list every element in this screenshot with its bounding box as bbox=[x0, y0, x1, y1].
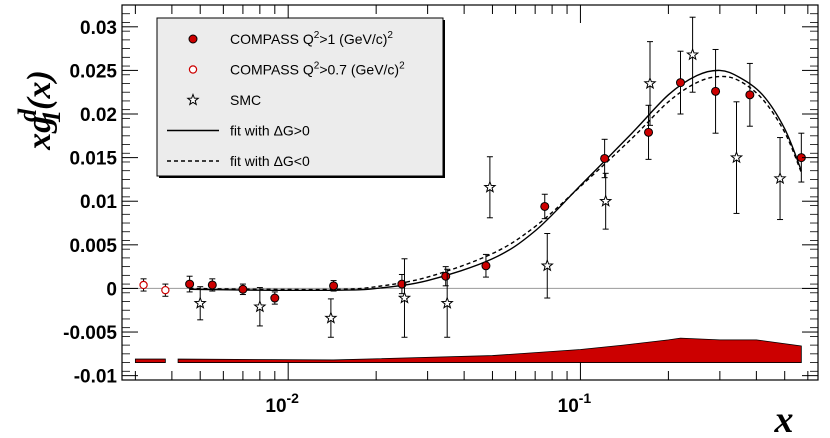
systematic-band-segment bbox=[177, 337, 802, 363]
data-point bbox=[253, 287, 267, 327]
y-tick-label: 0.015 bbox=[69, 149, 117, 170]
marker-open-star bbox=[729, 150, 744, 164]
data-point bbox=[329, 280, 339, 292]
marker-filled-circle bbox=[711, 86, 721, 96]
data-points-layer bbox=[139, 16, 806, 338]
marker-filled-circle bbox=[745, 90, 755, 100]
data-point bbox=[643, 41, 657, 126]
axis-titles-layer: x xgd1(x) bbox=[13, 70, 794, 438]
marker-open-star bbox=[686, 47, 700, 61]
legend-label: COMPASS Q2>1 (GeV/c)2 bbox=[230, 30, 393, 47]
marker-filled-circle bbox=[238, 284, 248, 294]
y-tick-label: 0 bbox=[106, 279, 117, 300]
data-point bbox=[397, 273, 407, 295]
marker-open-star bbox=[397, 291, 412, 304]
legend-label: fit with ΔG<0 bbox=[230, 153, 310, 169]
data-point bbox=[441, 266, 451, 287]
y-tick-label: -0.005 bbox=[63, 323, 117, 344]
marker-filled-circle bbox=[600, 153, 610, 163]
y-tick-label: 0.02 bbox=[80, 105, 117, 126]
marker-filled-circle bbox=[481, 261, 491, 271]
data-point bbox=[540, 232, 554, 299]
data-point bbox=[483, 156, 497, 219]
data-point bbox=[644, 104, 654, 160]
fit-curves-layer bbox=[189, 69, 802, 292]
y-tick-label: 0.025 bbox=[69, 61, 117, 82]
data-point bbox=[397, 258, 412, 338]
data-point bbox=[711, 48, 721, 134]
marker-open-star bbox=[643, 76, 657, 90]
data-point bbox=[540, 193, 550, 220]
y-tick-label: 0.03 bbox=[80, 18, 117, 39]
legend-marker-filled-circle bbox=[188, 34, 198, 44]
marker-open-star bbox=[773, 171, 787, 185]
legend-box bbox=[156, 17, 444, 177]
marker-open-star bbox=[193, 296, 207, 309]
data-point bbox=[193, 286, 207, 321]
y-tick-label: -0.01 bbox=[74, 367, 118, 388]
marker-filled-circle bbox=[644, 127, 654, 137]
marker-open-star bbox=[540, 258, 554, 272]
data-point bbox=[599, 172, 613, 230]
marker-filled-circle bbox=[540, 201, 550, 211]
legend-label: fit with ΔG>0 bbox=[230, 123, 310, 139]
fit-curve-dg-positive bbox=[189, 69, 802, 292]
plot-frame bbox=[121, 4, 819, 381]
legend-label: SMC bbox=[230, 92, 261, 108]
fit-curve-dg-negative bbox=[189, 75, 802, 291]
y-tick-label: 0.01 bbox=[80, 192, 117, 213]
marker-filled-circle bbox=[270, 293, 280, 303]
legend-marker-open-star bbox=[186, 93, 200, 106]
legend: COMPASS Q2>1 (GeV/c)2 COMPASS Q2>0.7 (GeV… bbox=[156, 17, 445, 178]
data-point bbox=[270, 291, 280, 305]
data-point bbox=[139, 278, 148, 292]
systematic-band-segment bbox=[134, 358, 166, 363]
marker-filled-circle bbox=[207, 280, 217, 290]
data-point bbox=[773, 137, 787, 221]
axis-ticks-layer: -0.01 -0.005 0 0.005 0.01 0.015 0.02 0.025 0.03 1… bbox=[63, 4, 818, 417]
y-axis-title: xgd1(x) bbox=[13, 70, 66, 151]
data-point bbox=[324, 298, 338, 338]
marker-filled-circle bbox=[397, 279, 407, 289]
marker-open-circle bbox=[161, 285, 170, 295]
data-point bbox=[161, 283, 170, 297]
x-tick-label: 10-1 bbox=[558, 390, 592, 417]
marker-filled-circle bbox=[676, 78, 686, 88]
marker-open-star bbox=[324, 311, 338, 324]
marker-open-star bbox=[253, 299, 267, 313]
x-axis-title: x bbox=[774, 399, 794, 438]
legend-label: COMPASS Q2>0.7 (GeV/c)2 bbox=[230, 61, 405, 78]
marker-open-star bbox=[599, 194, 613, 207]
data-point bbox=[686, 16, 700, 93]
marker-filled-circle bbox=[441, 271, 451, 281]
data-point bbox=[207, 278, 217, 292]
y-tick-label: 0.005 bbox=[69, 236, 117, 257]
marker-open-star bbox=[440, 296, 454, 309]
marker-open-star bbox=[483, 180, 497, 193]
y-axis-title-text: xgd1(x) bbox=[13, 70, 66, 151]
data-point bbox=[676, 50, 686, 115]
data-point bbox=[440, 268, 454, 338]
data-point bbox=[185, 275, 195, 293]
marker-filled-circle bbox=[185, 279, 195, 289]
x-tick-label: 10-2 bbox=[265, 390, 299, 417]
data-point bbox=[238, 283, 248, 296]
marker-open-circle bbox=[139, 280, 148, 290]
data-point bbox=[481, 253, 491, 278]
data-point bbox=[745, 62, 755, 127]
legend-marker-open-circle bbox=[188, 65, 198, 74]
data-point bbox=[600, 138, 610, 179]
data-point bbox=[729, 101, 744, 214]
systematic-band-layer bbox=[134, 337, 802, 363]
marker-filled-circle bbox=[329, 281, 339, 291]
